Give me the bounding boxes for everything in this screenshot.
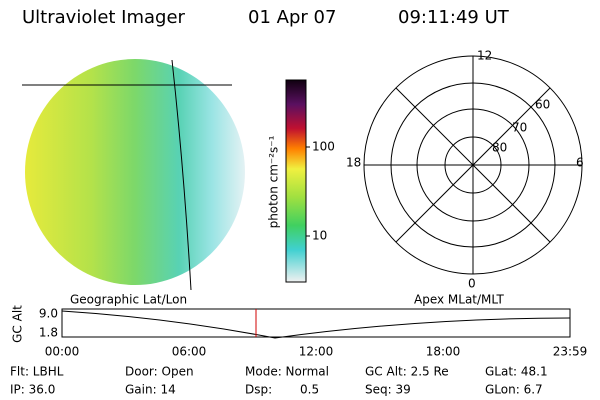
timeline-frame	[61, 308, 571, 338]
image-disk	[25, 59, 245, 285]
timeline-axis-label: GC Alt	[11, 305, 25, 343]
y-label: 1.8	[39, 326, 58, 340]
footer-field: Gain: 14	[125, 383, 176, 397]
altitude-curve	[61, 310, 571, 339]
x-label: 23:59	[553, 345, 588, 359]
mlt-label: 6	[576, 156, 584, 170]
mlt-label: 0	[468, 277, 476, 291]
mlt-label: 12	[477, 49, 492, 63]
instrument-title: Ultraviolet Imager	[22, 7, 186, 28]
footer-field: Dsp:	[245, 383, 272, 397]
x-label: 12:00	[299, 345, 334, 359]
y-label: 9.0	[39, 307, 58, 321]
colorbar-tick: 100	[312, 140, 335, 154]
footer-field: GLat: 48.1	[485, 365, 548, 379]
lat-label: 80	[492, 141, 507, 155]
footer-field: GC Alt: 2.5 Re	[365, 365, 449, 379]
time: 09:11:49 UT	[398, 7, 510, 28]
colorbar	[285, 79, 307, 283]
timeline-title: Apex MLat/MLT	[414, 293, 504, 307]
polar-grid	[363, 55, 583, 275]
grid-line	[171, 59, 192, 291]
timeline-title: Geographic Lat/Lon	[70, 293, 187, 307]
footer-field: GLon: 6.7	[485, 383, 543, 397]
colorbar-label: photon cm⁻²s⁻¹	[267, 135, 281, 228]
dsp-value: 0.5	[300, 383, 319, 397]
x-label: 18:00	[426, 345, 461, 359]
footer-field: Seq: 39	[365, 383, 411, 397]
lat-label: 70	[512, 121, 527, 135]
date: 01 Apr 07	[248, 7, 336, 28]
mlt-label: 18	[346, 156, 361, 170]
footer-field: Mode: Normal	[245, 365, 329, 379]
x-label: 00:00	[45, 345, 80, 359]
x-label: 06:00	[172, 345, 207, 359]
footer: Flt: LBHL Door: Open Mode: Normal GC Alt: 2…	[10, 365, 548, 397]
footer-field: Door: Open	[125, 365, 194, 379]
footer-field: IP: 36.0	[10, 383, 55, 397]
lat-label: 60	[535, 98, 550, 112]
footer-field: Flt: LBHL	[10, 365, 64, 379]
colorbar-tick: 10	[312, 229, 327, 243]
